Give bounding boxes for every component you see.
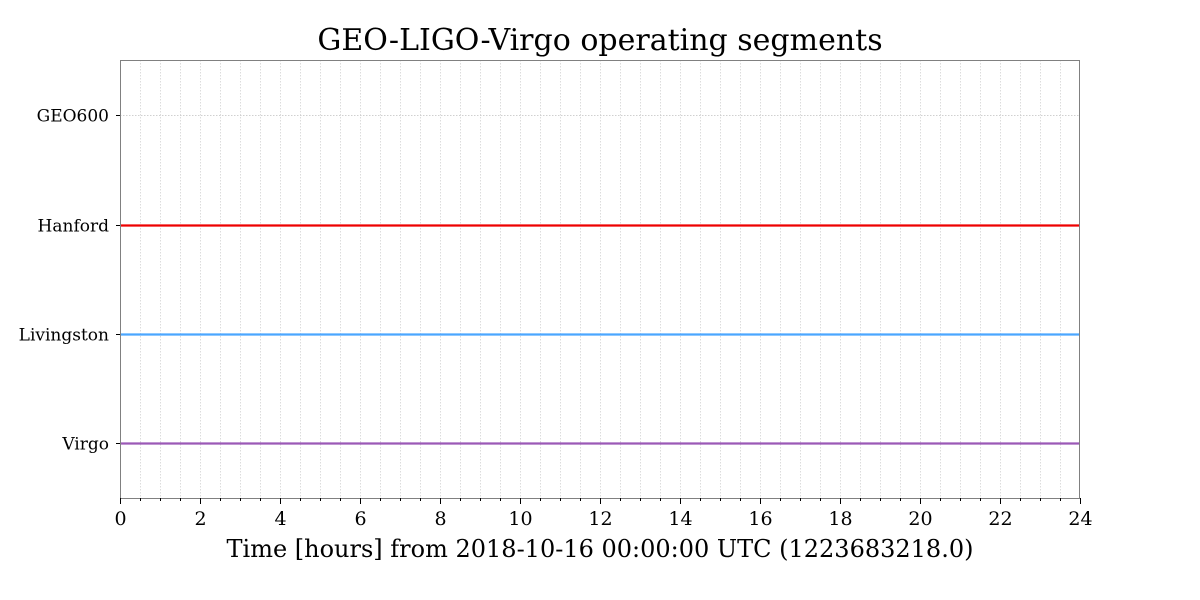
- x-tick-label: 16: [748, 508, 772, 530]
- y-axis: GEO600 Hanford Livingston Virgo: [19, 107, 120, 455]
- x-tick-label: 4: [274, 508, 286, 530]
- y-tick-label-virgo: Virgo: [61, 435, 109, 455]
- x-tick-label: 6: [354, 508, 366, 530]
- x-tick-label: 18: [828, 508, 852, 530]
- x-tick-label: 24: [1068, 508, 1092, 530]
- x-tick-label: 20: [908, 508, 932, 530]
- x-tick-label: 22: [988, 508, 1012, 530]
- x-tick-label: 0: [114, 508, 126, 530]
- x-tick-label: 2: [194, 508, 206, 530]
- x-tick-label: 14: [668, 508, 692, 530]
- y-tick-label-livingston: Livingston: [19, 326, 109, 346]
- x-tick-label: 12: [588, 508, 612, 530]
- x-axis-label: Time [hours] from 2018-10-16 00:00:00 UT…: [227, 535, 974, 563]
- chart-title: GEO-LIGO-Virgo operating segments: [317, 23, 882, 58]
- x-tick-label: 8: [434, 508, 446, 530]
- x-axis: 0 2 4 6 8 10 12 14 16 18 20 22 24: [114, 498, 1093, 530]
- x-tick-label: 10: [508, 508, 532, 530]
- y-tick-label-geo600: GEO600: [37, 107, 109, 127]
- y-tick-label-hanford: Hanford: [38, 217, 110, 237]
- grid-layer: [120, 60, 1080, 498]
- segment-layer: [120, 224, 1080, 445]
